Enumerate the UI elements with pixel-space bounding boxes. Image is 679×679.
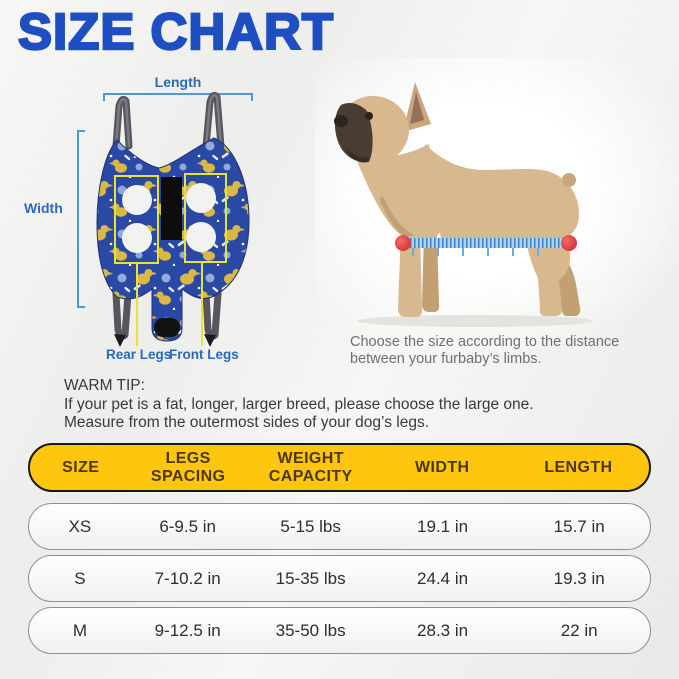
length-bracket [103, 93, 253, 102]
front-legs-label: Front Legs [169, 347, 239, 362]
header-cell-legs-spacing: LEGS SPACING [150, 450, 226, 485]
cell-legs-spacing: 6-9.5 in [159, 516, 217, 536]
cell-size: XS [68, 516, 92, 536]
header-cell-size: SIZE [62, 458, 100, 476]
strap-clip-left [114, 334, 126, 347]
dog-photo [334, 82, 593, 327]
header-cell-weight-capacity: WEIGHT CAPACITY [268, 450, 353, 485]
ground-shadow [357, 315, 593, 327]
size-table-header-row: SIZE LEGS SPACING WEIGHT CAPACITY WIDTH … [28, 443, 651, 492]
warm-tip-heading: WARM TIP: [64, 377, 145, 394]
photo-caption: Choose the size according to the distanc… [350, 334, 620, 367]
cell-weight-capacity: 35-50 lbs [275, 620, 346, 640]
warm-tip-line1: If your pet is a fat, longer, larger bre… [64, 395, 534, 413]
table-row-m: M 9-12.5 in 35-50 lbs 28.3 in 22 in [28, 607, 651, 654]
dog-sling-diagram [96, 91, 250, 347]
length-bracket-tick-right [251, 95, 253, 101]
center-velcro-strip [161, 177, 182, 240]
cell-length: 19.3 in [553, 568, 605, 588]
page-title: SIZE CHART [17, 2, 334, 61]
width-label: Width [24, 200, 63, 216]
measurement-endpoint-dot-right [561, 235, 577, 251]
warm-tip-block: WARM TIP: If your pet is a fat, longer, … [64, 377, 639, 433]
warm-tip-line2: Measure from the outermost sides of your… [64, 414, 429, 431]
cell-legs-spacing: 7-10.2 in [154, 568, 221, 588]
cell-legs-spacing: 9-12.5 in [154, 620, 221, 640]
ruler-long-ticks [412, 248, 562, 256]
table-row-xs: XS 6-9.5 in 5-15 lbs 19.1 in 15.7 in [28, 503, 651, 550]
size-table: SIZE LEGS SPACING WEIGHT CAPACITY WIDTH … [28, 443, 651, 657]
flap-velcro-tip [154, 318, 180, 337]
cell-length: 22 in [560, 620, 598, 640]
cell-length: 15.7 in [553, 516, 605, 536]
header-cell-length: LENGTH [544, 458, 613, 476]
width-bracket [77, 130, 86, 308]
width-bracket-tick-bottom [79, 306, 85, 308]
rear-legs-label: Rear Legs [106, 347, 172, 362]
cell-weight-capacity: 15-35 lbs [275, 568, 346, 588]
cell-weight-capacity: 5-15 lbs [280, 516, 341, 536]
length-label: Length [154, 74, 202, 90]
cell-size: S [74, 568, 86, 588]
width-bracket-tick-top [79, 130, 85, 132]
measurement-endpoint-dot-left [395, 235, 411, 251]
cell-width: 28.3 in [417, 620, 469, 640]
cell-size: M [72, 620, 87, 640]
leg-hole-highlights [114, 173, 227, 346]
cell-width: 19.1 in [417, 516, 469, 536]
strap-clip-right [204, 334, 216, 347]
measuring-tape-ruler [402, 238, 570, 248]
cell-width: 24.4 in [417, 568, 469, 588]
french-bulldog [334, 82, 581, 317]
table-row-s: S 7-10.2 in 15-35 lbs 24.4 in 19.3 in [28, 555, 651, 602]
header-cell-width: WIDTH [415, 458, 470, 476]
leg-holes [122, 183, 216, 253]
length-bracket-tick-left [103, 95, 105, 101]
